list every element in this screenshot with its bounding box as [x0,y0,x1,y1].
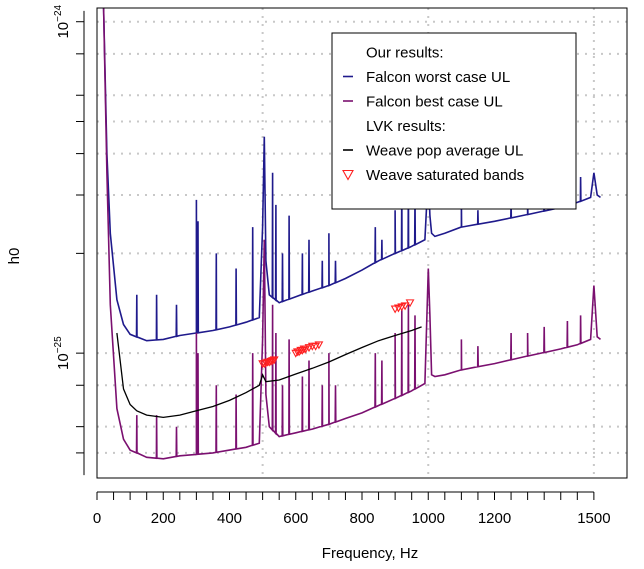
legend-label: Our results: [366,45,444,62]
x-tick-label: 400 [217,510,242,527]
saturated-band-point [314,341,324,350]
x-tick-label: 600 [283,510,308,527]
saturated-band-point [400,302,410,311]
svg-text:10−24: 10−24 [53,4,72,38]
x-tick-label: 200 [151,510,176,527]
saturated-band-point [266,357,276,366]
y-tick-label: 10−24 [53,4,72,38]
legend-label: LVK results: [366,118,446,135]
y-axis: 10−24 10−25 [53,4,85,476]
x-tick-label: 0 [93,510,101,527]
legend-box [331,32,577,210]
x-tick-label: 1000 [412,510,445,527]
y-axis-label: h0 [6,248,23,265]
x-tick-label: 1200 [478,510,511,527]
legend-label: Weave saturated bands [366,167,524,184]
legend: Our results: Falcon worst case UL Falcon b… [331,32,577,210]
x-tick-label: 1500 [577,510,610,527]
x-axis-label: Frequency, Hz [322,545,418,562]
svg-text:10−25: 10−25 [53,336,72,370]
legend-triangle-symbol [342,169,354,181]
plot-frame [96,7,628,479]
y-tick-label: 10−25 [53,336,72,370]
series-line-falcon-worst-case-ul [102,7,601,342]
saturated-band-point [268,357,277,366]
x-axis: 0 200 400 600 800 1000 1200 1500 [93,491,611,527]
saturated-band-point [269,356,279,365]
x-tick-label: 800 [349,510,374,527]
legend-label: Falcon best case UL [366,94,503,111]
series-line-falcon-best-case-ul [102,7,601,460]
saturated-band-point [264,358,274,367]
legend-label: Weave pop average UL [366,143,523,160]
legend-label: Falcon worst case UL [366,69,510,86]
plot-area [102,7,601,460]
saturated-band-point [405,299,415,308]
series-line-weave-pop-average-ul [116,326,422,419]
saturated-band-point [259,360,269,369]
